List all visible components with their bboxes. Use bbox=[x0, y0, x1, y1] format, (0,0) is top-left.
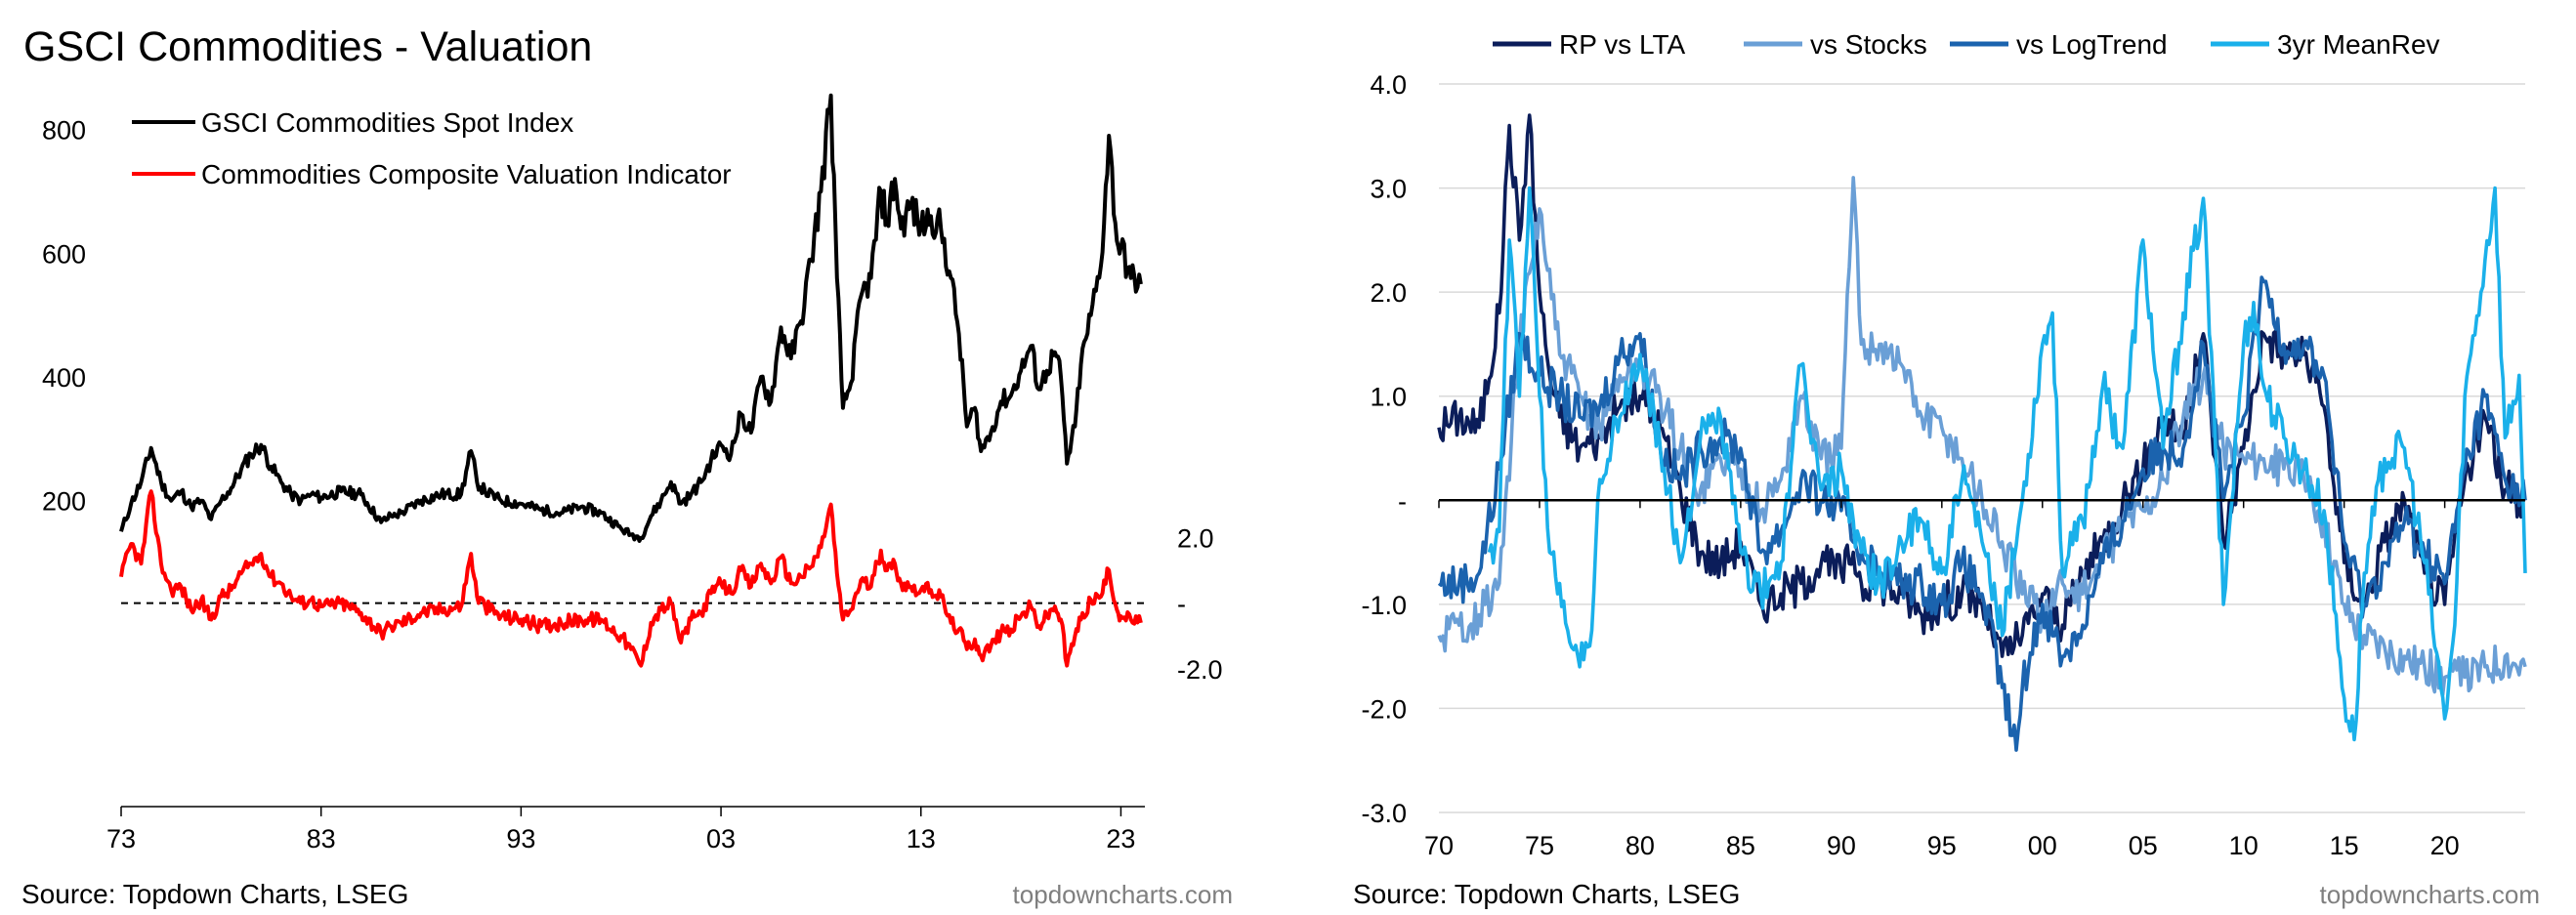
legend-label-3yr-meanrev: 3yr MeanRev bbox=[2277, 29, 2440, 60]
right-chart-x-tick-label: 85 bbox=[1726, 831, 1755, 860]
right-chart-y-tick-label: 4.0 bbox=[1370, 70, 1407, 100]
series-line-commodities-composite-valuation-indicator bbox=[119, 489, 1143, 668]
left-x-tick-label: 23 bbox=[1106, 824, 1135, 853]
right-chart-x-tick-label: 10 bbox=[2229, 831, 2259, 860]
left-chart-title: GSCI Commodities - Valuation bbox=[23, 23, 592, 70]
left-x-tick-label: 83 bbox=[307, 824, 336, 853]
series-line-rp-vs-lta bbox=[1437, 113, 2527, 658]
right-chart-source: Source: Topdown Charts, LSEG bbox=[1353, 879, 1740, 909]
right-chart-x-tick-label: 05 bbox=[2129, 831, 2158, 860]
series-line-vs-logtrend bbox=[1437, 275, 2527, 752]
legend-label-vs-stocks: vs Stocks bbox=[1810, 29, 1927, 60]
left-x-tick-label: 13 bbox=[907, 824, 936, 853]
right-chart-credit: topdowncharts.com bbox=[2320, 880, 2540, 909]
right-chart-y-tick-label: 2.0 bbox=[1370, 278, 1407, 308]
left-y-tick-label: 600 bbox=[42, 239, 86, 269]
legend-label-vs-logtrend: vs LogTrend bbox=[2016, 29, 2168, 60]
left-chart-credit: topdowncharts.com bbox=[1013, 880, 1233, 909]
right-chart-x-tick-label: 20 bbox=[2430, 831, 2460, 860]
right-chart-y-tick-label: -3.0 bbox=[1361, 799, 1407, 828]
right-chart-x-tick-label: 90 bbox=[1827, 831, 1856, 860]
right-chart-y-tick-label: 3.0 bbox=[1370, 175, 1407, 204]
left-x-tick-label: 03 bbox=[706, 824, 736, 853]
right-chart-y-tick-label: 1.0 bbox=[1370, 383, 1407, 412]
right-chart-x-tick-label: 00 bbox=[2028, 831, 2057, 860]
right-chart-y-tick-label: -1.0 bbox=[1361, 591, 1407, 620]
right-chart-plot: 4.0 3.0 2.0 1.0 - -1.0 -2.0 -3.0 70 75 80 85 90 95 00 0… bbox=[1361, 70, 2527, 860]
legend-label-rp-vs-lta: RP vs LTA bbox=[1559, 29, 1685, 60]
right-chart-x-tick-label: 95 bbox=[1927, 831, 1957, 860]
right-chart-x-tick-label: 70 bbox=[1424, 831, 1454, 860]
left-x-tick-label: 93 bbox=[506, 824, 535, 853]
left-y-tick-label: 800 bbox=[42, 116, 86, 146]
left-y-tick-label: 400 bbox=[42, 363, 86, 393]
legend-label-gsci-commodities-spot-index: GSCI Commodities Spot Index bbox=[201, 107, 573, 138]
left-x-tick-label: 73 bbox=[106, 824, 136, 853]
left-y-tick-label: 200 bbox=[42, 487, 86, 517]
series-line-3yr-meanrev bbox=[1487, 186, 2527, 742]
legend-label-commodities-composite-valuation-indicator: Commodities Composite Valuation Indicato… bbox=[201, 159, 732, 189]
right-y-tick-label: - bbox=[1177, 590, 1186, 619]
right-chart-y-tick-label: -2.0 bbox=[1361, 694, 1407, 724]
right-chart-x-tick-label: 15 bbox=[2330, 831, 2359, 860]
left-chart-source: Source: Topdown Charts, LSEG bbox=[21, 879, 408, 909]
right-y-tick-label: 2.0 bbox=[1177, 523, 1214, 553]
right-y-tick-label: -2.0 bbox=[1177, 655, 1223, 685]
series-line-gsci-commodities-spot-index bbox=[119, 93, 1143, 543]
right-chart-y-tick-label: - bbox=[1398, 486, 1407, 516]
right-chart-x-tick-label: 80 bbox=[1626, 831, 1655, 860]
left-chart-legend: GSCI Commodities Spot Index Commodities C… bbox=[132, 107, 732, 189]
right-chart-x-tick-label: 75 bbox=[1525, 831, 1554, 860]
right-chart-legend: RP vs LTA vs Stocks vs LogTrend 3yr MeanRev bbox=[1493, 29, 2440, 60]
left-chart-plot: 73 83 93 03 13 23 200 400 600 800 2.0 - -2.0 bbox=[42, 93, 1223, 853]
